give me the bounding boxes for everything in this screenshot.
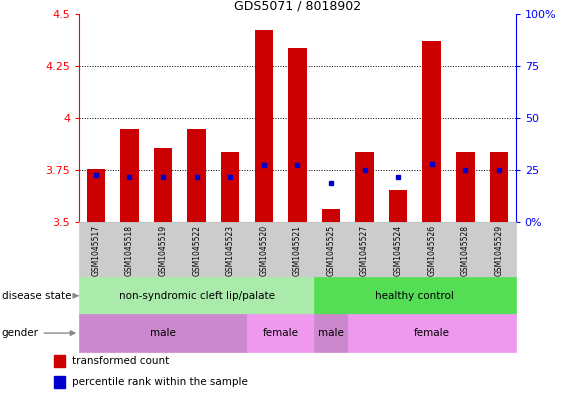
Text: GSM1045518: GSM1045518 [125, 225, 134, 276]
Bar [347, 222, 381, 277]
Text: disease state: disease state [2, 291, 77, 301]
Text: female: female [414, 328, 449, 338]
Bar [79, 314, 247, 352]
Bar [247, 314, 314, 352]
Text: non-syndromic cleft lip/palate: non-syndromic cleft lip/palate [118, 291, 275, 301]
Bar [355, 152, 374, 222]
Bar [79, 277, 314, 314]
Bar [415, 222, 448, 277]
Text: GSM1045525: GSM1045525 [326, 225, 335, 276]
Bar [381, 222, 415, 277]
Bar [213, 222, 247, 277]
Bar [247, 222, 281, 277]
Bar [113, 222, 146, 277]
Bar [314, 222, 347, 277]
Text: male: male [150, 328, 176, 338]
Bar [188, 129, 206, 222]
Text: GSM1045524: GSM1045524 [394, 225, 403, 276]
Bar [120, 129, 139, 222]
Text: GSM1045521: GSM1045521 [293, 225, 302, 276]
Text: GSM1045517: GSM1045517 [91, 225, 100, 276]
Bar [456, 152, 475, 222]
Bar [154, 148, 172, 222]
Bar [254, 30, 273, 222]
Text: GSM1045526: GSM1045526 [427, 225, 436, 276]
Title: GDS5071 / 8018902: GDS5071 / 8018902 [234, 0, 361, 13]
Bar [288, 48, 306, 222]
Bar [87, 169, 105, 222]
Bar [281, 222, 314, 277]
Bar [54, 355, 64, 367]
Bar [54, 376, 64, 387]
Text: GSM1045528: GSM1045528 [461, 225, 470, 276]
Bar [490, 152, 508, 222]
Bar [389, 190, 407, 222]
Bar [347, 314, 516, 352]
Text: GSM1045520: GSM1045520 [260, 225, 268, 276]
Bar [322, 209, 340, 222]
Bar [180, 222, 213, 277]
Text: transformed count: transformed count [72, 356, 169, 366]
Text: female: female [263, 328, 299, 338]
Bar [482, 222, 516, 277]
Text: GSM1045527: GSM1045527 [360, 225, 369, 276]
Bar [423, 41, 441, 222]
Bar [314, 314, 347, 352]
Text: GSM1045522: GSM1045522 [192, 225, 201, 276]
Bar [448, 222, 482, 277]
Text: healthy control: healthy control [376, 291, 454, 301]
Text: gender: gender [2, 328, 75, 338]
Text: GSM1045523: GSM1045523 [226, 225, 235, 276]
Text: GSM1045529: GSM1045529 [495, 225, 503, 276]
Bar [221, 152, 240, 222]
Bar [314, 277, 516, 314]
Text: percentile rank within the sample: percentile rank within the sample [72, 377, 248, 387]
Text: male: male [318, 328, 344, 338]
Text: GSM1045519: GSM1045519 [159, 225, 168, 276]
Bar [79, 222, 113, 277]
Bar [146, 222, 180, 277]
